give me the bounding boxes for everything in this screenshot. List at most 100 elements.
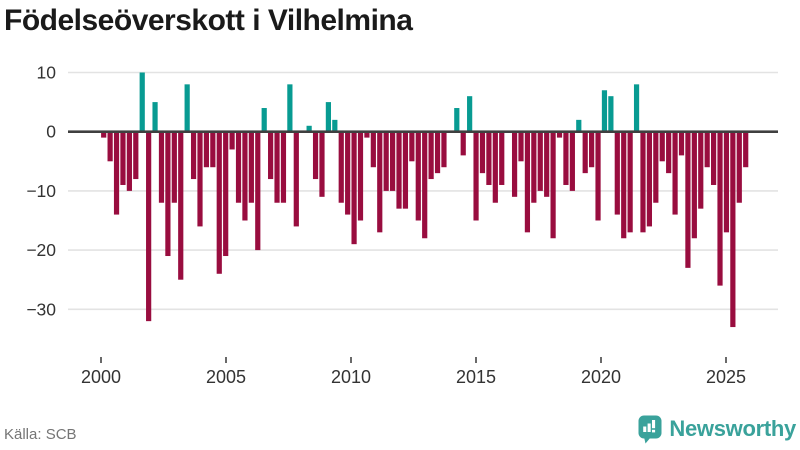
bar: [409, 131, 415, 162]
bar: [242, 131, 248, 221]
bar: [678, 131, 685, 156]
bar: [563, 131, 569, 185]
bar: [589, 131, 595, 168]
bar: [152, 102, 158, 132]
bar: [550, 131, 556, 239]
bar: [614, 131, 620, 215]
bar: [499, 131, 505, 185]
bar: [280, 131, 287, 203]
bar: [441, 131, 447, 168]
bar: [524, 131, 531, 233]
bar: [235, 131, 242, 203]
bar: [415, 131, 421, 221]
bar: [698, 131, 704, 209]
y-axis-label: −30: [26, 299, 56, 319]
chart-title: Födelseöverskott i Vilhelmina: [4, 4, 413, 37]
newsworthy-logo-icon: [638, 415, 662, 443]
bar: [473, 131, 479, 221]
bar: [139, 72, 145, 132]
bar: [582, 131, 588, 174]
bar: [531, 131, 537, 203]
bar: [338, 131, 344, 203]
bar: [685, 131, 691, 268]
source-label: Källa: SCB: [4, 426, 77, 443]
x-axis-label: 2025: [706, 367, 746, 387]
bar: [133, 131, 139, 180]
bar: [248, 131, 254, 203]
bar: [402, 131, 409, 209]
y-axis-label: 0: [46, 122, 56, 142]
bar: [691, 131, 697, 239]
bar: [717, 131, 723, 286]
bar: [467, 96, 473, 132]
bar: [556, 131, 563, 138]
bar: [345, 131, 351, 215]
bar: [537, 131, 543, 191]
bar: [492, 131, 498, 203]
bar: [255, 131, 261, 251]
bar: [287, 84, 293, 132]
bar: [146, 131, 152, 322]
bar: [633, 84, 640, 132]
bar: [736, 131, 742, 203]
bar: [511, 131, 518, 197]
bar: [595, 131, 601, 221]
bar: [576, 119, 582, 132]
bar: [126, 131, 132, 191]
bar: [659, 131, 665, 162]
bar: [178, 131, 184, 280]
bar: [666, 131, 672, 174]
bar: [216, 131, 222, 274]
bar: [460, 131, 466, 156]
bar: [370, 131, 376, 168]
bar: [293, 131, 299, 227]
bar: [312, 131, 319, 180]
bar: [518, 131, 524, 162]
bar: [113, 131, 120, 215]
bar: [486, 131, 492, 185]
bar: [640, 131, 646, 233]
bar: [653, 131, 659, 203]
bar: [364, 131, 370, 138]
bar: [203, 131, 210, 168]
bar: [223, 131, 229, 257]
x-axis-label: 2020: [581, 367, 621, 387]
bar: [274, 131, 280, 203]
bar: [268, 131, 274, 180]
bar: [672, 131, 678, 215]
bar: [120, 131, 126, 185]
x-axis-label: 2005: [206, 367, 246, 387]
bar: [621, 131, 627, 239]
bar: [390, 131, 396, 191]
bar: [351, 131, 357, 245]
x-axis-label: 2015: [456, 367, 496, 387]
newsworthy-logo: Newsworthy: [638, 414, 796, 444]
bar: [646, 131, 652, 227]
bar: [601, 90, 608, 132]
bar: [479, 131, 486, 174]
bar: [319, 131, 325, 197]
y-axis-label: −20: [26, 240, 56, 260]
bar: [332, 119, 338, 132]
bar: [434, 131, 441, 174]
bar: [197, 131, 203, 227]
bar: [165, 131, 171, 257]
bar: [569, 131, 575, 191]
y-axis-label: −10: [26, 181, 56, 201]
bar: [608, 96, 614, 132]
bar: [190, 131, 197, 180]
bar: [229, 131, 235, 150]
bar: [422, 131, 428, 239]
bar: [184, 84, 190, 132]
zero-line: [68, 130, 778, 133]
bar: [704, 131, 710, 168]
bar: [383, 131, 389, 191]
bar: [428, 131, 434, 180]
bar: [454, 108, 460, 132]
bar: [723, 131, 730, 233]
x-axis-label: 2010: [331, 367, 371, 387]
y-axis-label: 10: [37, 63, 57, 83]
bar: [158, 131, 165, 203]
